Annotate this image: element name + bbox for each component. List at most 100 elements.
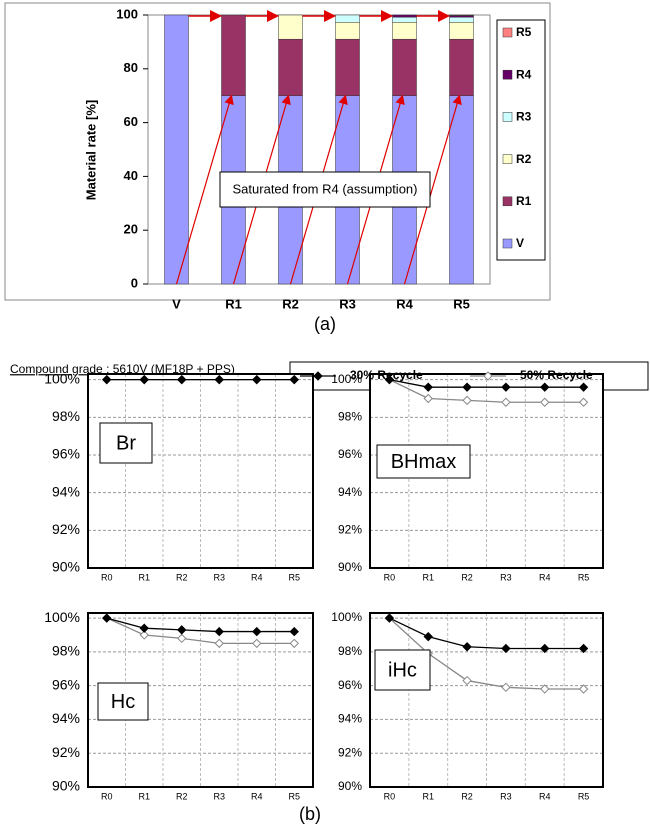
bar-segment — [278, 14, 303, 40]
x-tick-label: R3 — [213, 572, 225, 582]
x-tick-label: R5 — [288, 791, 300, 801]
x-tick-label: R0 — [101, 572, 113, 582]
x-tick-label: R5 — [578, 572, 590, 582]
x-tick-label: R0 — [101, 791, 113, 801]
bar-segment — [164, 14, 189, 285]
point — [214, 626, 224, 637]
x-tick-label: R5 — [578, 791, 590, 801]
bar-segment — [449, 14, 474, 16]
bar-segment — [335, 22, 360, 40]
point — [289, 374, 299, 385]
y-tick-label: 96% — [338, 678, 362, 692]
y-tick-label: 94% — [338, 712, 362, 726]
point — [462, 382, 472, 392]
point — [139, 630, 149, 640]
plot-border — [369, 612, 604, 788]
bar-segment — [392, 38, 417, 96]
series-line — [389, 617, 584, 650]
series-line — [389, 379, 584, 388]
point — [423, 382, 433, 392]
x-tick-label: R2 — [176, 572, 188, 582]
bar-segment — [449, 95, 474, 285]
y-tick-label: 94% — [52, 710, 80, 726]
point — [177, 625, 187, 635]
x-tick-label: R2 — [176, 791, 188, 801]
point — [177, 633, 187, 644]
point — [540, 643, 550, 654]
plot-area — [147, 14, 491, 285]
point — [501, 382, 511, 392]
legend-label: R4 — [516, 67, 532, 81]
y-tick-label: 98% — [338, 644, 362, 658]
y-tick-label: 94% — [52, 483, 80, 499]
series-line — [106, 617, 295, 645]
y-tick-label: 92% — [52, 521, 80, 537]
point — [252, 626, 262, 637]
point — [252, 638, 262, 649]
x-tick-label: R2 — [461, 791, 473, 801]
y-tick-label: 0 — [131, 275, 138, 290]
x-tick-label: R2 — [461, 572, 473, 582]
y-tick-label: 100% — [44, 609, 80, 625]
bar-segment — [221, 14, 246, 96]
point — [462, 675, 472, 686]
bar-segment — [449, 16, 474, 23]
chart-title: Hc — [111, 691, 135, 713]
y-tick-label: 80 — [124, 60, 138, 75]
arrow — [175, 94, 234, 285]
x-tick-label: R3 — [500, 572, 512, 582]
arrow — [403, 94, 462, 285]
point — [384, 613, 395, 623]
x-tick-label: R4 — [251, 791, 263, 801]
y-tick-label: 90% — [338, 779, 362, 793]
x-tick-label: R4 — [539, 572, 551, 582]
y-tick-label: 96% — [338, 447, 362, 461]
point — [252, 374, 262, 385]
point — [139, 374, 149, 385]
y-tick-label: 60 — [124, 114, 138, 129]
legend-swatch — [502, 27, 513, 38]
x-tick-label: R1 — [225, 296, 242, 311]
point — [289, 626, 299, 637]
point — [578, 643, 589, 654]
y-tick-label: 100% — [44, 370, 80, 386]
y-tick-label: 96% — [52, 676, 80, 692]
legend-label: 30% Recycle — [350, 368, 423, 382]
point — [578, 684, 589, 694]
point — [102, 374, 112, 385]
y-axis-label: Material rate [%] — [83, 100, 98, 200]
caption: (b) — [299, 804, 321, 824]
x-tick-label: R5 — [453, 296, 470, 311]
bar-segment — [449, 22, 474, 40]
x-tick-label: V — [172, 296, 181, 311]
annotation-box — [219, 171, 431, 208]
x-tick-label: R1 — [138, 791, 150, 801]
legend-swatch — [502, 154, 513, 164]
caption: (a) — [314, 314, 336, 334]
point — [102, 613, 112, 623]
y-tick-label: 90% — [52, 778, 80, 794]
point — [462, 395, 472, 406]
x-tick-label: R3 — [213, 791, 225, 801]
x-tick-label: R0 — [384, 572, 396, 582]
title-box — [374, 649, 431, 691]
x-tick-label: R1 — [422, 572, 434, 582]
y-tick-label: 92% — [338, 523, 362, 537]
y-tick-label: 100% — [331, 610, 362, 624]
legend-label: R3 — [516, 110, 532, 124]
x-tick-label: R2 — [282, 296, 299, 311]
x-tick-label: R0 — [384, 791, 396, 801]
series-line — [388, 617, 584, 690]
point — [501, 643, 511, 654]
y-tick-label: 90% — [52, 559, 80, 575]
legend-label: V — [516, 236, 524, 250]
legend-swatch — [502, 112, 513, 122]
y-tick-label: 20 — [124, 222, 138, 237]
y-tick-label: 94% — [338, 485, 362, 499]
legend-label: R1 — [516, 194, 532, 208]
point — [139, 623, 149, 633]
point — [289, 638, 299, 649]
point — [578, 397, 589, 407]
bar-segment — [449, 38, 474, 96]
legend-box — [496, 19, 546, 261]
